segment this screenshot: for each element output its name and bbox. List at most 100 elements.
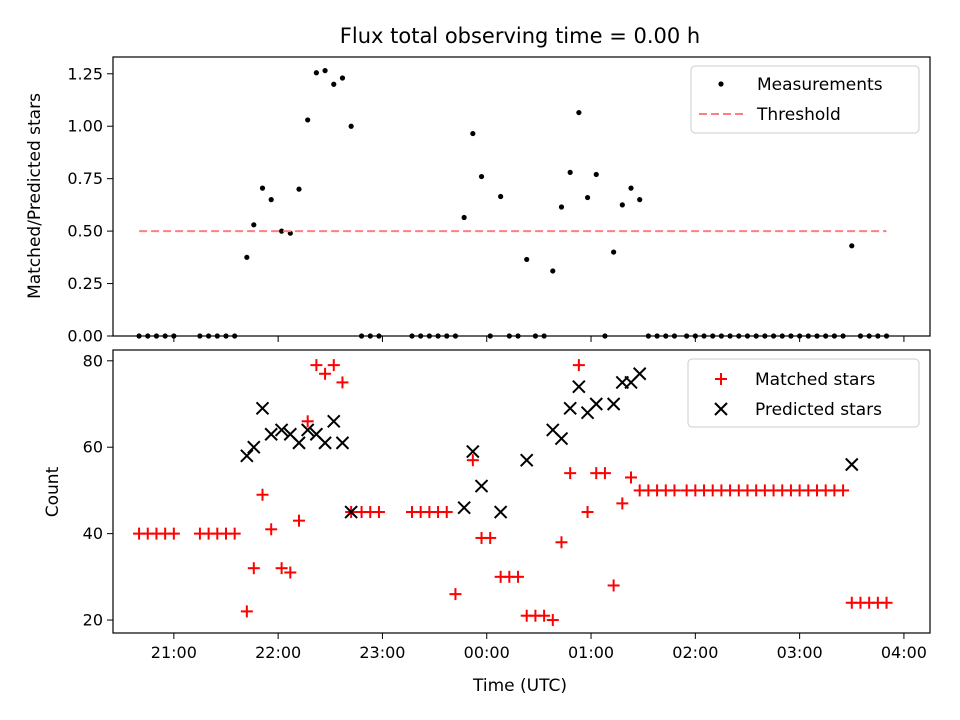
matched-star-point xyxy=(372,506,385,519)
x-tick-label: 00:00 xyxy=(464,643,510,662)
matched-star-point xyxy=(167,527,180,540)
y-tick-label: 60 xyxy=(83,438,103,457)
matched-star-point xyxy=(466,454,479,467)
count-x-axis-label: Time (UTC) xyxy=(472,676,567,696)
matched-star-point xyxy=(880,596,893,609)
matched-star-point xyxy=(572,359,585,372)
x-tick-label: 01:00 xyxy=(568,643,614,662)
predicted-star-point xyxy=(344,505,358,519)
matched-star-point xyxy=(440,506,453,519)
matched-star-point xyxy=(310,359,323,372)
ratio-legend: Measurements Threshold xyxy=(690,65,920,134)
ratio-panel: Flux total observing time = 0.00 h Match… xyxy=(25,24,931,346)
y-tick-label: 80 xyxy=(83,351,103,370)
legend-label-matched: Matched stars xyxy=(755,370,875,390)
predicted-star-point xyxy=(845,457,859,472)
matched-star-point xyxy=(284,566,297,579)
count-y-axis-label: Count xyxy=(43,466,63,517)
measurement-point xyxy=(461,214,467,221)
matched-star-point xyxy=(247,562,260,575)
measurement-point xyxy=(251,222,257,228)
predicted-star-point xyxy=(327,414,341,428)
measurement-point xyxy=(322,68,328,74)
measurement-point xyxy=(279,228,285,234)
measurement-point xyxy=(268,197,274,203)
matched-star-point xyxy=(301,415,314,428)
ratio-y-ticks: 0.00 0.25 0.50 0.75 1.00 1.25 xyxy=(67,64,113,346)
predicted-star-point xyxy=(632,367,647,381)
y-tick-label: 0.00 xyxy=(67,327,103,346)
measurement-point xyxy=(348,123,354,129)
measurement-point xyxy=(244,254,250,260)
predicted-star-point xyxy=(520,453,534,467)
matched-star-point xyxy=(319,367,332,380)
predicted-star-point xyxy=(247,440,261,454)
predicted-star-point xyxy=(554,431,569,446)
legend-label-measurements: Measurements xyxy=(757,75,883,95)
y-tick-label: 20 xyxy=(83,611,103,630)
measurement-point xyxy=(593,171,599,178)
x-tick-label: 04:00 xyxy=(881,643,927,662)
matched-star-point xyxy=(336,376,349,389)
matched-star-point xyxy=(616,497,629,510)
measurement-point xyxy=(470,130,476,137)
ratio-axes-frame xyxy=(112,56,931,337)
legend-label-threshold: Threshold xyxy=(756,105,841,125)
matched-star-point xyxy=(265,523,278,536)
matched-star-point xyxy=(668,484,681,497)
measurement-point xyxy=(619,202,625,208)
matched-star-point xyxy=(484,531,497,544)
predicted-star-point xyxy=(292,436,306,450)
measurement-point xyxy=(313,70,319,76)
predicted-star-point xyxy=(457,500,471,515)
measurement-point xyxy=(305,117,311,123)
predicted-star-point xyxy=(264,427,278,441)
measurement-point xyxy=(331,81,337,87)
predicted-star-point xyxy=(466,444,480,459)
x-tick-label: 22:00 xyxy=(255,643,301,662)
measurement-point xyxy=(584,194,591,201)
predicted-star-point xyxy=(318,436,332,450)
y-tick-label: 0.25 xyxy=(67,274,103,293)
measurement-point xyxy=(550,268,556,274)
ratio-y-axis-label: Matched/Predicted stars xyxy=(25,93,45,299)
predicted-star-point xyxy=(335,436,350,450)
x-tick-label: 23:00 xyxy=(359,643,405,662)
measurement-point xyxy=(259,185,266,191)
x-tick-label: 21:00 xyxy=(151,643,197,662)
y-tick-label: 0.75 xyxy=(67,169,103,188)
measurement-point xyxy=(478,173,485,180)
matched-star-point xyxy=(240,605,253,618)
matched-star-point xyxy=(256,488,269,501)
count-axes-frame xyxy=(112,349,931,634)
x-tick-label: 02:00 xyxy=(672,643,718,662)
predicted-star-point xyxy=(563,401,577,416)
matched-star-point xyxy=(546,614,559,627)
predicted-star-point xyxy=(572,380,586,394)
matched-star-point xyxy=(275,562,288,575)
y-tick-label: 1.25 xyxy=(67,64,103,83)
y-tick-label: 0.50 xyxy=(67,222,103,241)
matched-star-point xyxy=(538,609,551,622)
predicted-star-point xyxy=(300,423,315,437)
predicted-star-point xyxy=(255,401,270,416)
count-plot-area xyxy=(133,359,893,627)
count-x-ticks: 21:00 22:00 23:00 00:00 01:00 02:00 03:00 04:00 xyxy=(151,633,927,662)
matched-star-point xyxy=(327,359,340,372)
y-tick-label: 1.00 xyxy=(67,117,103,136)
count-legend-box xyxy=(687,358,920,428)
matched-star-point xyxy=(564,467,577,480)
matched-star-point xyxy=(598,467,611,480)
legend-label-predicted: Predicted stars xyxy=(755,400,882,420)
predicted-star-point xyxy=(240,449,254,463)
ratio-legend-box xyxy=(690,65,920,134)
measurement-point xyxy=(611,249,617,255)
count-y-ticks: 20 40 60 80 xyxy=(83,351,113,630)
matched-star-point xyxy=(581,506,594,519)
measurement-point xyxy=(558,204,565,210)
legend-swatch-matched xyxy=(715,373,727,385)
matched-star-point xyxy=(837,484,850,497)
measurement-point xyxy=(628,185,634,191)
measurement-point xyxy=(849,243,855,249)
matched-star-point xyxy=(292,514,305,527)
